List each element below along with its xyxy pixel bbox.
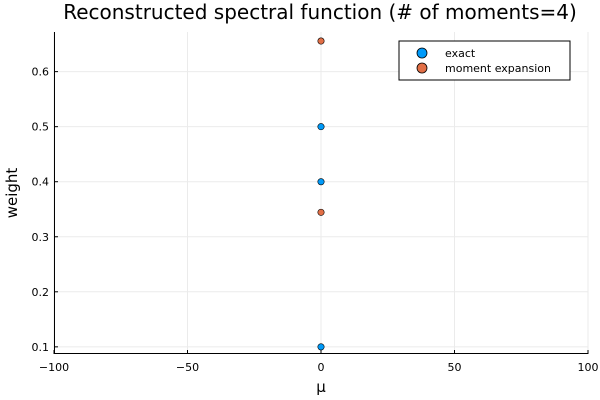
x-tick-label: 100	[578, 361, 599, 374]
y-ticks: 0.1 0.2 0.3 0.4 0.5 0.6	[32, 66, 58, 354]
y-tick-label: 0.2	[32, 286, 50, 299]
legend-marker-moment-expansion	[416, 62, 428, 74]
data-points	[317, 37, 325, 351]
x-tick-label: −100	[39, 361, 69, 374]
point-exact	[317, 343, 325, 351]
chart-title: Reconstructed spectral function (# of mo…	[63, 0, 577, 24]
x-ticks: −100 −50 0 50 100	[39, 350, 599, 374]
point-exact	[317, 123, 325, 131]
point-moment-expansion	[317, 208, 325, 216]
x-axis-label: μ	[316, 378, 326, 396]
x-tick-label: 0	[318, 361, 325, 374]
y-tick-label: 0.3	[32, 231, 50, 244]
legend-label-moment-expansion: moment expansion	[445, 62, 551, 75]
y-tick-label: 0.5	[32, 121, 50, 134]
point-moment-expansion	[317, 37, 325, 45]
point-exact	[317, 178, 325, 186]
x-tick-label: −50	[176, 361, 199, 374]
y-tick-label: 0.4	[32, 176, 50, 189]
legend-marker-exact	[416, 47, 428, 59]
y-tick-label: 0.1	[32, 341, 50, 354]
legend-box	[398, 40, 571, 81]
x-tick-label: 50	[448, 361, 462, 374]
legend: exact moment expansion	[398, 40, 571, 81]
y-tick-label: 0.6	[32, 66, 50, 79]
y-axis-label: weight	[3, 168, 21, 219]
legend-label-exact: exact	[445, 47, 476, 60]
